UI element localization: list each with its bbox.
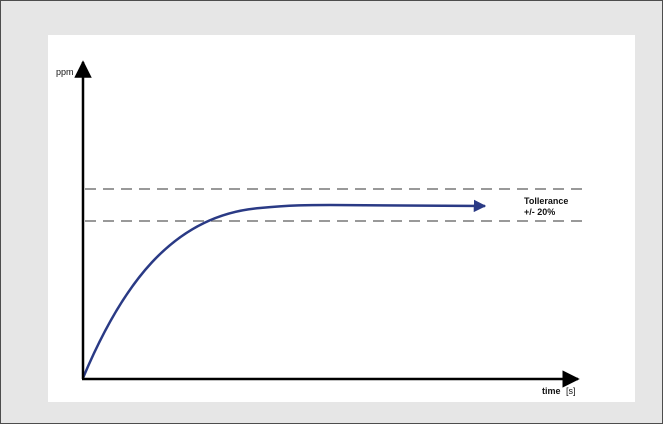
x-axis-unit: [s] — [566, 386, 576, 396]
y-axis-label: ppm — [56, 67, 74, 77]
response-curve — [81, 199, 487, 379]
x-axis-label: time [s] — [542, 386, 576, 396]
tolerance-label-line1: Tollerance — [524, 196, 568, 206]
tolerance-label-line2: +/- 20% — [524, 207, 555, 217]
diagram-panel — [48, 35, 635, 402]
x-axis-label-text: time — [542, 386, 561, 396]
